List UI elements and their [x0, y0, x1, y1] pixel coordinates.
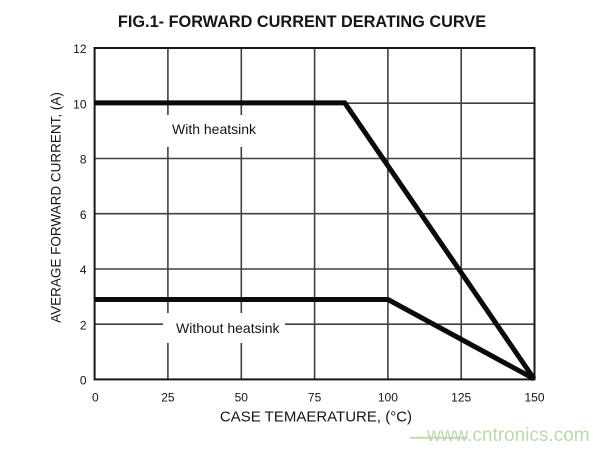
svg-text:10: 10 — [73, 97, 87, 111]
svg-text:8: 8 — [80, 153, 87, 167]
svg-text:75: 75 — [308, 391, 322, 405]
svg-text:www.cntronics.com: www.cntronics.com — [426, 425, 590, 446]
svg-text:4: 4 — [80, 263, 87, 277]
svg-text:50: 50 — [235, 391, 249, 405]
svg-text:With heatsink: With heatsink — [172, 121, 257, 137]
svg-text:100: 100 — [378, 391, 398, 405]
svg-text:125: 125 — [451, 391, 471, 405]
svg-text:12: 12 — [73, 42, 87, 56]
svg-text:6: 6 — [80, 208, 87, 222]
svg-text:0: 0 — [92, 391, 99, 405]
svg-text:25: 25 — [161, 391, 175, 405]
svg-text:AVERAGE FORWARD CURRENT, (A): AVERAGE FORWARD CURRENT, (A) — [49, 92, 64, 323]
svg-text:150: 150 — [524, 391, 544, 405]
svg-text:2: 2 — [80, 318, 87, 332]
svg-text:FIG.1- FORWARD CURRENT DERATIN: FIG.1- FORWARD CURRENT DERATING CURVE — [118, 13, 486, 31]
svg-text:Without heatsink: Without heatsink — [176, 320, 280, 336]
svg-text:0: 0 — [80, 374, 87, 388]
svg-text:CASE TEMAERATURE, (°C): CASE TEMAERATURE, (°C) — [220, 409, 412, 426]
